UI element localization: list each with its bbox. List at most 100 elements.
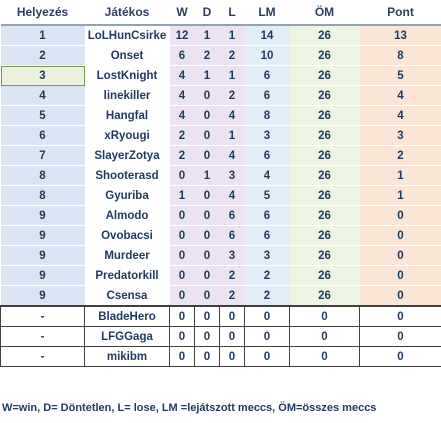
cell-w[interactable]: 1 xyxy=(169,185,195,206)
cell-d[interactable]: 0 xyxy=(194,125,220,146)
cell-l[interactable]: 1 xyxy=(219,65,245,86)
cell-om[interactable]: 26 xyxy=(289,125,360,146)
cell-lm[interactable]: 6 xyxy=(244,205,290,226)
cell-lm[interactable]: 0 xyxy=(244,346,290,367)
cell-w[interactable]: 12 xyxy=(169,25,195,46)
cell-d[interactable]: 0 xyxy=(194,245,220,266)
cell-d[interactable]: 0 xyxy=(194,145,220,166)
cell-om[interactable]: 26 xyxy=(289,145,360,166)
cell-pos[interactable]: 1 xyxy=(0,25,85,46)
cell-d[interactable]: 1 xyxy=(194,25,220,46)
cell-pos[interactable]: 9 xyxy=(0,265,85,286)
cell-lm[interactable]: 8 xyxy=(244,105,290,126)
cell-l[interactable]: 1 xyxy=(219,125,245,146)
cell-om[interactable]: 26 xyxy=(289,185,360,206)
cell-pont[interactable]: 0 xyxy=(359,285,441,307)
header-helyezes[interactable]: Helyezés xyxy=(0,0,85,26)
cell-pos[interactable]: 8 xyxy=(0,165,85,186)
cell-pont[interactable]: 0 xyxy=(359,265,441,286)
cell-l[interactable]: 2 xyxy=(219,85,245,106)
cell-l[interactable]: 0 xyxy=(219,326,245,347)
cell-lm[interactable]: 3 xyxy=(244,245,290,266)
cell-om[interactable]: 26 xyxy=(289,265,360,286)
cell-name[interactable]: SlayerZotya xyxy=(84,145,170,166)
cell-name[interactable]: Ovobacsi xyxy=(84,225,170,246)
cell-w[interactable]: 4 xyxy=(169,65,195,86)
cell-pont[interactable]: 4 xyxy=(359,105,441,126)
cell-om[interactable]: 0 xyxy=(289,346,360,367)
cell-lm[interactable]: 0 xyxy=(244,326,290,347)
cell-l[interactable]: 3 xyxy=(219,165,245,186)
cell-pos[interactable]: 2 xyxy=(0,45,85,66)
cell-l[interactable]: 1 xyxy=(219,25,245,46)
cell-w[interactable]: 0 xyxy=(169,326,195,347)
header-om[interactable]: ÖM xyxy=(289,0,360,26)
cell-lm[interactable]: 2 xyxy=(244,285,290,307)
cell-pont[interactable]: 5 xyxy=(359,65,441,86)
cell-lm[interactable]: 0 xyxy=(244,305,290,327)
header-d[interactable]: D xyxy=(194,0,220,26)
cell-pont[interactable]: 0 xyxy=(359,305,441,327)
cell-d[interactable]: 2 xyxy=(194,45,220,66)
cell-pos[interactable]: 4 xyxy=(0,85,85,106)
cell-l[interactable]: 4 xyxy=(219,145,245,166)
cell-pont[interactable]: 0 xyxy=(359,245,441,266)
cell-w[interactable]: 4 xyxy=(169,105,195,126)
cell-l[interactable]: 4 xyxy=(219,185,245,206)
cell-pont[interactable]: 1 xyxy=(359,165,441,186)
cell-name[interactable]: LostKnight xyxy=(84,65,170,86)
header-w[interactable]: W xyxy=(169,0,195,26)
header-pont[interactable]: Pont xyxy=(359,0,441,26)
cell-l[interactable]: 2 xyxy=(219,45,245,66)
cell-pos[interactable]: 8 xyxy=(0,185,85,206)
cell-om[interactable]: 26 xyxy=(289,65,360,86)
cell-l[interactable]: 2 xyxy=(219,265,245,286)
cell-name[interactable]: xRyougi xyxy=(84,125,170,146)
cell-name[interactable]: Murdeer xyxy=(84,245,170,266)
cell-w[interactable]: 0 xyxy=(169,205,195,226)
cell-w[interactable]: 2 xyxy=(169,145,195,166)
cell-l[interactable]: 4 xyxy=(219,105,245,126)
cell-lm[interactable]: 6 xyxy=(244,225,290,246)
cell-pos[interactable]: - xyxy=(0,326,85,347)
cell-om[interactable]: 26 xyxy=(289,165,360,186)
cell-pos[interactable]: 9 xyxy=(0,205,85,226)
cell-l[interactable]: 2 xyxy=(219,285,245,307)
cell-l[interactable]: 0 xyxy=(219,305,245,327)
cell-w[interactable]: 0 xyxy=(169,305,195,327)
cell-pos[interactable]: 3 xyxy=(0,65,85,86)
cell-l[interactable]: 6 xyxy=(219,205,245,226)
cell-d[interactable]: 0 xyxy=(194,305,220,327)
cell-lm[interactable]: 4 xyxy=(244,165,290,186)
cell-pos[interactable]: 9 xyxy=(0,225,85,246)
cell-pos[interactable]: - xyxy=(0,346,85,367)
cell-name[interactable]: Almodo xyxy=(84,205,170,226)
cell-om[interactable]: 26 xyxy=(289,205,360,226)
cell-name[interactable]: linekiller xyxy=(84,85,170,106)
cell-name[interactable]: BladeHero xyxy=(84,305,170,327)
cell-pont[interactable]: 0 xyxy=(359,205,441,226)
cell-pont[interactable]: 1 xyxy=(359,185,441,206)
cell-pont[interactable]: 0 xyxy=(359,225,441,246)
cell-d[interactable]: 0 xyxy=(194,85,220,106)
cell-om[interactable]: 26 xyxy=(289,285,360,307)
cell-d[interactable]: 0 xyxy=(194,265,220,286)
cell-pont[interactable]: 8 xyxy=(359,45,441,66)
cell-name[interactable]: LoLHunCsirke xyxy=(84,25,170,46)
header-l[interactable]: L xyxy=(219,0,245,26)
cell-om[interactable]: 26 xyxy=(289,45,360,66)
cell-w[interactable]: 0 xyxy=(169,245,195,266)
cell-name[interactable]: Gyuriba xyxy=(84,185,170,206)
cell-om[interactable]: 26 xyxy=(289,225,360,246)
cell-pos[interactable]: 9 xyxy=(0,285,85,307)
cell-w[interactable]: 0 xyxy=(169,225,195,246)
cell-pont[interactable]: 2 xyxy=(359,145,441,166)
cell-d[interactable]: 1 xyxy=(194,65,220,86)
cell-w[interactable]: 4 xyxy=(169,85,195,106)
cell-om[interactable]: 26 xyxy=(289,245,360,266)
cell-pos[interactable]: 5 xyxy=(0,105,85,126)
cell-pos[interactable]: 7 xyxy=(0,145,85,166)
cell-om[interactable]: 0 xyxy=(289,305,360,327)
cell-d[interactable]: 0 xyxy=(194,326,220,347)
cell-om[interactable]: 26 xyxy=(289,105,360,126)
